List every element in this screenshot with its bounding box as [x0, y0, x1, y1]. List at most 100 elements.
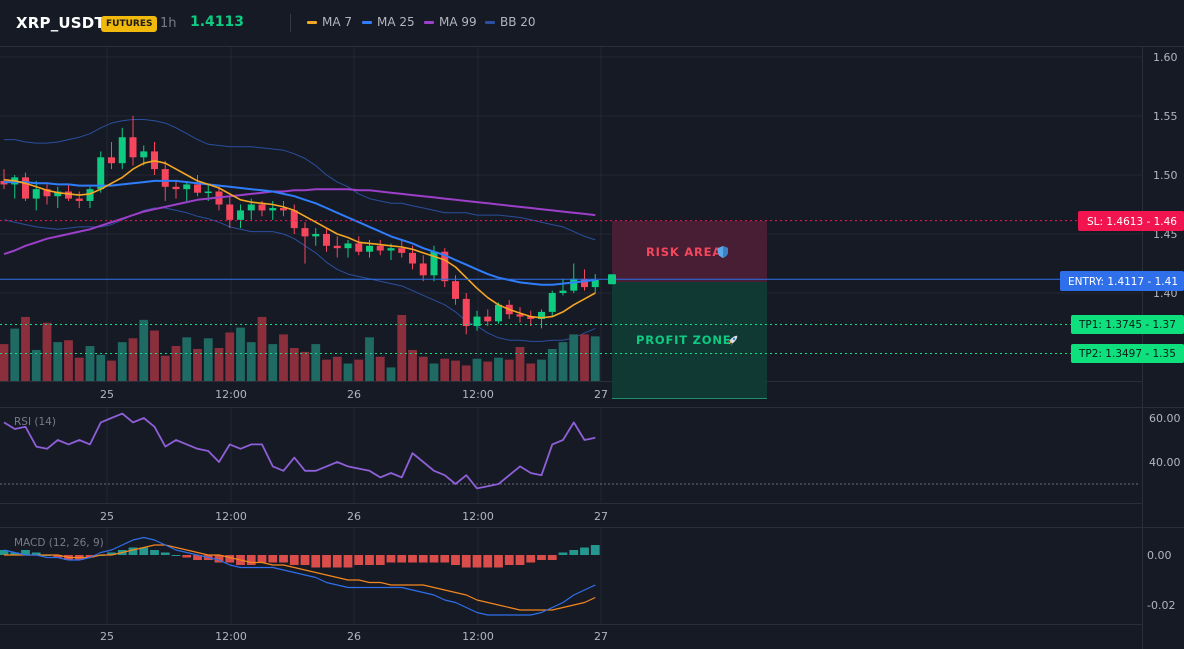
macd-histogram-bar [580, 547, 589, 555]
volume-bar [150, 330, 159, 381]
volume-bar [268, 344, 278, 381]
rsi-panel[interactable]: 60.00 40.00 [0, 412, 1181, 490]
candle-body [204, 191, 212, 194]
macd-histogram-bar [418, 555, 428, 563]
macd-histogram-bar [547, 555, 557, 560]
trade-levels [0, 220, 1078, 354]
candle-body [22, 177, 29, 199]
candle-body [376, 245, 384, 251]
risk-area-zone[interactable] [612, 221, 767, 282]
volume-bar [53, 342, 63, 381]
macd-histogram-bar [10, 552, 20, 555]
panel-borders [0, 46, 1184, 649]
macd-histogram-bar [214, 555, 224, 563]
price-axis[interactable]: 1.601.551.501.451.40 [1153, 51, 1178, 300]
time-tick-label-macd: 26 [347, 630, 361, 643]
time-axis[interactable]: 25 12:00 26 12:00 27 25 12:00 26 12:00 27 25 12:00 2… [100, 388, 608, 643]
moving-averages [3, 160, 596, 319]
rsi-tick-label: 40.00 [1149, 456, 1181, 469]
bb-lower-line [3, 207, 596, 342]
timeframe-label[interactable]: 1h [160, 16, 177, 31]
macd-histogram-bar [440, 555, 450, 563]
candle-body [333, 245, 341, 249]
legend-ma25[interactable]: MA 25 [362, 15, 415, 29]
candle-body [366, 245, 373, 252]
volume-bar [21, 316, 30, 381]
candle-body [548, 293, 556, 312]
time-tick-label-macd: 12:00 [462, 630, 494, 643]
candle-body [75, 198, 83, 201]
macd-histogram-bar [483, 555, 493, 568]
time-tick-label-main: 12:00 [215, 388, 247, 401]
time-tick-label-macd: 25 [100, 630, 114, 643]
volume-bar [386, 367, 396, 381]
macd-histogram-bar [472, 555, 482, 568]
volume-bar [160, 355, 170, 381]
candle-body [86, 189, 94, 201]
macd-histogram-bar [343, 555, 353, 568]
macd-histogram-bar [375, 555, 385, 565]
candle-body [387, 248, 395, 251]
volume-bar [85, 346, 95, 381]
candle-body [409, 252, 416, 264]
volume-bar [225, 332, 235, 381]
candle-body [323, 234, 330, 246]
candle-body [538, 311, 545, 319]
volume-bar [343, 363, 353, 381]
legend-ma99[interactable]: MA 99 [424, 15, 477, 29]
candle-body [301, 228, 309, 237]
candle-body [355, 243, 363, 252]
macd-histogram-bar [128, 547, 138, 555]
price-tick-label: 1.55 [1153, 110, 1178, 123]
futures-badge: FUTURES [101, 16, 158, 32]
volume-bar [526, 363, 536, 381]
candle-body [570, 278, 578, 291]
price-tick-label: 1.50 [1153, 169, 1178, 182]
candle-body [258, 204, 266, 211]
candle-body [452, 281, 459, 299]
volume-bar [31, 349, 41, 381]
macd-histogram-bar [21, 550, 30, 555]
candle-body [559, 290, 567, 293]
macd-histogram-bar [569, 550, 579, 555]
price-tick-label: 1.60 [1153, 51, 1178, 64]
last-price: 1.4113 [190, 14, 245, 30]
risk-area-label: RISK AREA [646, 245, 722, 259]
time-tick-label-macd: 27 [594, 630, 608, 643]
volume-bar [42, 322, 52, 381]
profit-zone[interactable] [612, 282, 767, 399]
macd-histogram-bar [354, 555, 364, 565]
macd-histogram-bar [558, 552, 568, 555]
volume-bar [117, 342, 127, 381]
macd-panel[interactable]: 0.00 -0.02 [0, 536, 1175, 616]
grid-lines [0, 47, 1142, 624]
volume-bar [515, 347, 525, 381]
candle-body [97, 157, 105, 190]
bollinger-bands [3, 119, 596, 342]
volume-bar [537, 359, 546, 381]
candle-body [344, 243, 352, 249]
sl-tag: SL: 1.4613 - 1.46 [1078, 211, 1184, 231]
time-tick-label-macd: 12:00 [215, 630, 247, 643]
volume-bar [203, 338, 213, 381]
volume-bar [408, 349, 417, 381]
legend-ma7[interactable]: MA 7 [307, 15, 352, 29]
volume-bar [472, 358, 482, 381]
volume-bar [182, 337, 192, 381]
volume-bar [279, 334, 288, 381]
volume-bar [418, 356, 428, 381]
legend-swatch-bb20 [485, 20, 495, 24]
sl-tag-text: SL: 1.4613 - 1.46 [1087, 216, 1177, 228]
tp2-tag: TP2: 1.3497 - 1.35 [1071, 344, 1184, 363]
ma99-line [3, 188, 596, 256]
shield-icon [718, 246, 728, 258]
volume-bars [0, 315, 600, 381]
macd-histogram-bar [461, 555, 471, 568]
volume-bar [193, 348, 202, 381]
volume-bar [547, 348, 557, 381]
symbol-name[interactable]: XRP_USDT [16, 14, 105, 32]
legend-bb20[interactable]: BB 20 [485, 15, 536, 29]
macd-histogram-bar [53, 555, 63, 558]
time-tick-label-main: 25 [100, 388, 114, 401]
